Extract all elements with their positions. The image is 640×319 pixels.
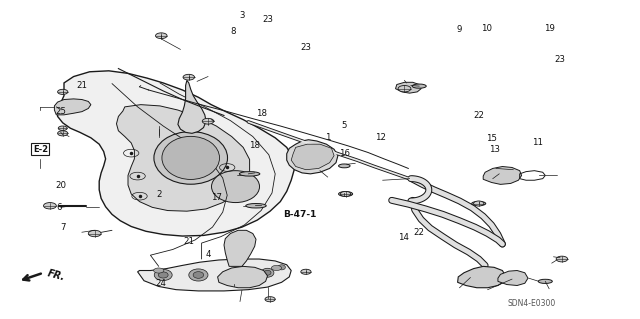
Ellipse shape [230, 271, 241, 278]
Ellipse shape [412, 84, 426, 88]
Polygon shape [483, 167, 522, 184]
Polygon shape [224, 230, 256, 266]
Polygon shape [54, 99, 91, 115]
Circle shape [183, 74, 195, 80]
Text: 13: 13 [488, 145, 500, 154]
Circle shape [156, 33, 167, 39]
Text: 14: 14 [397, 233, 409, 242]
Text: 22: 22 [473, 111, 484, 120]
Text: 1: 1 [325, 133, 330, 142]
Text: 21: 21 [183, 237, 195, 246]
Circle shape [88, 230, 101, 237]
Ellipse shape [261, 268, 274, 277]
Text: 18: 18 [255, 109, 267, 118]
Ellipse shape [239, 172, 260, 176]
Circle shape [58, 131, 68, 136]
Ellipse shape [154, 131, 228, 184]
Text: 10: 10 [481, 24, 492, 33]
Text: 11: 11 [532, 138, 543, 147]
Text: B-47-1: B-47-1 [283, 210, 316, 219]
Polygon shape [138, 259, 291, 291]
Text: 24: 24 [156, 279, 167, 288]
Ellipse shape [246, 204, 266, 208]
Circle shape [44, 203, 56, 209]
Text: 25: 25 [55, 107, 67, 115]
Ellipse shape [211, 171, 260, 203]
Ellipse shape [472, 202, 486, 206]
Text: 17: 17 [211, 193, 222, 202]
Text: 6: 6 [57, 204, 62, 212]
Circle shape [154, 268, 164, 273]
Ellipse shape [189, 269, 208, 281]
Text: 9: 9 [457, 25, 462, 34]
Text: 16: 16 [339, 149, 350, 158]
Polygon shape [458, 266, 506, 288]
Text: 7: 7 [60, 223, 65, 232]
Text: 21: 21 [76, 81, 88, 90]
Text: 18: 18 [249, 141, 260, 150]
Text: 4: 4 [205, 250, 211, 259]
Text: 5: 5 [342, 121, 347, 130]
Ellipse shape [158, 272, 168, 278]
Text: 23: 23 [300, 43, 312, 52]
Ellipse shape [339, 164, 350, 168]
Text: FR.: FR. [46, 268, 66, 282]
Circle shape [202, 118, 214, 124]
Circle shape [398, 85, 411, 92]
Ellipse shape [278, 265, 285, 270]
Polygon shape [58, 71, 294, 236]
Text: SDN4-E0300: SDN4-E0300 [507, 299, 556, 308]
Circle shape [58, 126, 67, 130]
Circle shape [301, 269, 311, 274]
Text: E-2: E-2 [33, 145, 48, 154]
Circle shape [271, 265, 282, 271]
Text: 23: 23 [554, 56, 566, 64]
Ellipse shape [339, 191, 353, 196]
Polygon shape [498, 271, 528, 286]
Polygon shape [396, 82, 421, 93]
Ellipse shape [193, 272, 204, 278]
Text: 12: 12 [375, 133, 387, 142]
Circle shape [58, 89, 68, 94]
Text: 23: 23 [262, 15, 273, 24]
Polygon shape [291, 144, 334, 170]
Polygon shape [178, 80, 206, 133]
Text: 8: 8 [231, 27, 236, 36]
Polygon shape [287, 140, 338, 174]
Circle shape [556, 256, 568, 262]
Text: 2: 2 [156, 190, 161, 199]
Circle shape [265, 297, 275, 302]
Text: 15: 15 [486, 134, 497, 143]
Ellipse shape [154, 269, 172, 281]
Text: 19: 19 [544, 24, 554, 33]
Ellipse shape [264, 270, 271, 275]
Text: 22: 22 [413, 228, 425, 237]
Ellipse shape [538, 279, 552, 284]
Ellipse shape [162, 137, 220, 179]
Text: 20: 20 [55, 181, 67, 190]
Ellipse shape [225, 268, 246, 280]
Polygon shape [218, 266, 268, 288]
Circle shape [474, 201, 484, 206]
Text: 3: 3 [239, 11, 244, 20]
Polygon shape [116, 105, 250, 211]
Circle shape [340, 191, 351, 197]
